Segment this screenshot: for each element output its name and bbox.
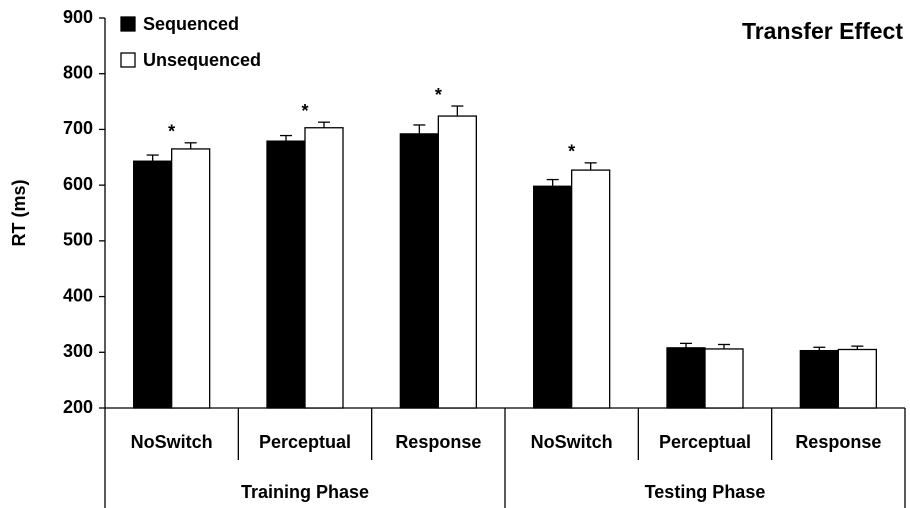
bar	[437, 115, 477, 409]
x-tick-label: NoSwitch	[131, 432, 213, 452]
y-tick-label: 500	[63, 230, 93, 250]
bar	[704, 348, 744, 409]
x-tick-label: Response	[395, 432, 481, 452]
x-tick-label: NoSwitch	[531, 432, 613, 452]
y-tick-label: 800	[63, 62, 93, 82]
significance-marker: *	[168, 122, 175, 142]
y-tick-label: 600	[63, 174, 93, 194]
legend-label: Unsequenced	[143, 50, 261, 70]
y-axis-label: RT (ms)	[9, 179, 29, 246]
bar	[666, 347, 706, 409]
bar	[571, 169, 611, 409]
bar	[533, 185, 573, 409]
y-tick-label: 200	[63, 397, 93, 417]
x-tick-label: Perceptual	[259, 432, 351, 452]
bar	[266, 140, 306, 409]
significance-marker: *	[301, 101, 308, 121]
bar	[399, 133, 439, 409]
significance-marker: *	[568, 142, 575, 162]
bar	[837, 348, 877, 409]
legend-label: Sequenced	[143, 14, 239, 34]
y-tick-label: 400	[63, 285, 93, 305]
legend-swatch	[120, 52, 136, 68]
group-label: Testing Phase	[645, 482, 766, 502]
y-tick-label: 700	[63, 118, 93, 138]
y-tick-label: 900	[63, 7, 93, 27]
bar	[171, 148, 211, 409]
y-tick-label: 300	[63, 341, 93, 361]
x-tick-label: Response	[795, 432, 881, 452]
bar	[133, 160, 173, 409]
x-tick-label: Perceptual	[659, 432, 751, 452]
bar	[799, 349, 839, 409]
chart-title: Transfer Effect	[742, 18, 903, 44]
bar	[304, 127, 344, 409]
legend-swatch	[120, 16, 136, 32]
significance-marker: *	[435, 85, 442, 105]
group-label: Training Phase	[241, 482, 369, 502]
